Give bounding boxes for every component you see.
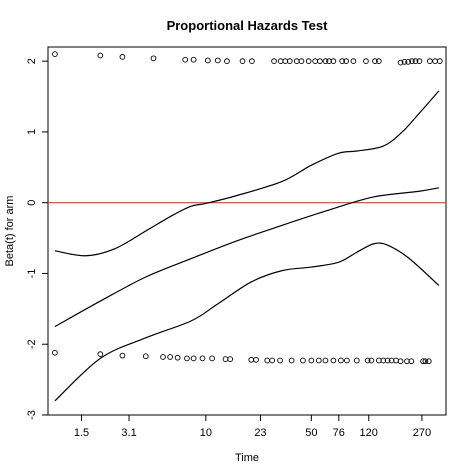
residual-point-upper: [119, 54, 126, 60]
residual-point-lower: [199, 355, 206, 362]
residual-point-upper: [401, 59, 408, 65]
residual-point-lower: [264, 357, 271, 364]
chart-title: Proportional Hazards Test: [167, 18, 329, 33]
residual-point-lower: [397, 358, 404, 365]
residual-point-lower: [174, 354, 181, 361]
residual-point-lower: [277, 357, 283, 364]
residual-point-upper: [298, 58, 305, 65]
residual-point-lower: [142, 353, 149, 360]
x-tick-label: 10: [200, 427, 212, 439]
residual-point-upper: [190, 56, 197, 63]
x-axis-label: Time: [235, 452, 259, 464]
residual-point-lower: [353, 357, 360, 364]
residual-point-upper: [432, 58, 438, 65]
ci-lower-line: [54, 242, 440, 402]
residual-point-upper: [330, 58, 337, 65]
y-tick-label: -2: [26, 339, 38, 349]
residual-point-upper: [317, 58, 323, 65]
residual-point-upper: [312, 58, 319, 65]
residual-point-upper: [372, 58, 378, 65]
residual-point-lower: [300, 357, 306, 364]
y-tick-label: 2: [26, 58, 38, 64]
residual-point-upper: [52, 51, 58, 57]
residual-point-lower: [119, 352, 126, 359]
residual-point-upper: [239, 58, 246, 65]
residual-point-upper: [339, 58, 346, 65]
x-tick-label: 3.1: [121, 427, 136, 439]
residual-point-upper: [150, 55, 157, 62]
residual-point-upper: [305, 58, 312, 65]
y-tick-label: 0: [26, 200, 38, 206]
x-tick-label: 120: [360, 427, 378, 439]
residual-point-upper: [249, 58, 255, 65]
ci-upper-line: [54, 90, 440, 257]
residual-point-lower: [322, 357, 329, 364]
residual-point-upper: [405, 59, 412, 65]
residual-point-lower: [338, 357, 344, 364]
y-tick-label: -1: [26, 269, 38, 279]
curves-layer: [54, 90, 440, 402]
residual-point-lower: [425, 358, 432, 365]
residual-point-upper: [427, 58, 433, 65]
residual-point-lower: [160, 354, 166, 360]
residual-point-upper: [271, 58, 277, 65]
residual-point-lower: [422, 358, 429, 365]
residual-point-upper: [343, 58, 349, 65]
y-axis: 2 1 0 -1 -2 -3: [26, 58, 48, 420]
residual-point-lower: [190, 355, 197, 362]
residual-point-lower: [97, 351, 104, 357]
y-axis-label: Beta(t) for arm: [4, 196, 16, 267]
residual-point-upper: [293, 58, 300, 65]
residual-point-upper: [416, 58, 423, 65]
residual-point-lower: [315, 357, 322, 364]
residual-point-lower: [384, 357, 391, 364]
residual-point-lower: [52, 349, 58, 356]
x-tick-label: 23: [254, 427, 266, 439]
plot-frame: [47, 46, 447, 416]
residual-point-lower: [364, 357, 371, 364]
residual-point-upper: [286, 58, 293, 65]
residual-point-upper: [182, 56, 189, 63]
fit-line: [54, 187, 440, 328]
y-tick-label: -3: [26, 410, 38, 420]
residual-point-upper: [214, 57, 221, 64]
residual-points-layer: [52, 51, 443, 365]
residual-point-upper: [363, 58, 369, 65]
residual-point-lower: [408, 358, 415, 365]
residual-point-upper: [97, 52, 104, 59]
residual-point-lower: [420, 358, 426, 365]
residual-point-upper: [436, 58, 443, 65]
residual-point-lower: [227, 356, 234, 362]
residual-point-upper: [277, 58, 284, 65]
residual-point-lower: [368, 357, 375, 364]
residual-point-lower: [248, 356, 255, 363]
residual-point-upper: [397, 59, 404, 66]
residual-point-lower: [269, 357, 276, 364]
residual-point-lower: [380, 357, 387, 364]
residual-point-lower: [184, 355, 190, 362]
residual-point-upper: [224, 58, 230, 65]
y-tick-label: 1: [26, 129, 38, 135]
residual-point-lower: [167, 354, 173, 360]
residual-point-upper: [322, 58, 329, 65]
residual-point-upper: [204, 57, 211, 64]
residual-point-lower: [209, 355, 215, 362]
x-tick-label: 76: [333, 427, 345, 439]
residual-point-upper: [412, 58, 419, 65]
residual-point-lower: [253, 356, 259, 363]
x-tick-label: 270: [413, 427, 431, 439]
x-tick-label: 50: [305, 427, 317, 439]
x-axis: 1.5 3.1 10 23 50 76 120 270: [74, 415, 431, 439]
residual-point-lower: [222, 356, 229, 362]
residual-point-lower: [308, 357, 315, 364]
residual-point-upper: [350, 58, 357, 65]
x-tick-label: 1.5: [74, 427, 89, 439]
residual-point-upper: [375, 58, 382, 65]
residual-point-lower: [344, 357, 350, 364]
residual-point-lower: [288, 357, 295, 364]
residual-point-upper: [409, 58, 415, 65]
residual-point-lower: [330, 357, 337, 364]
